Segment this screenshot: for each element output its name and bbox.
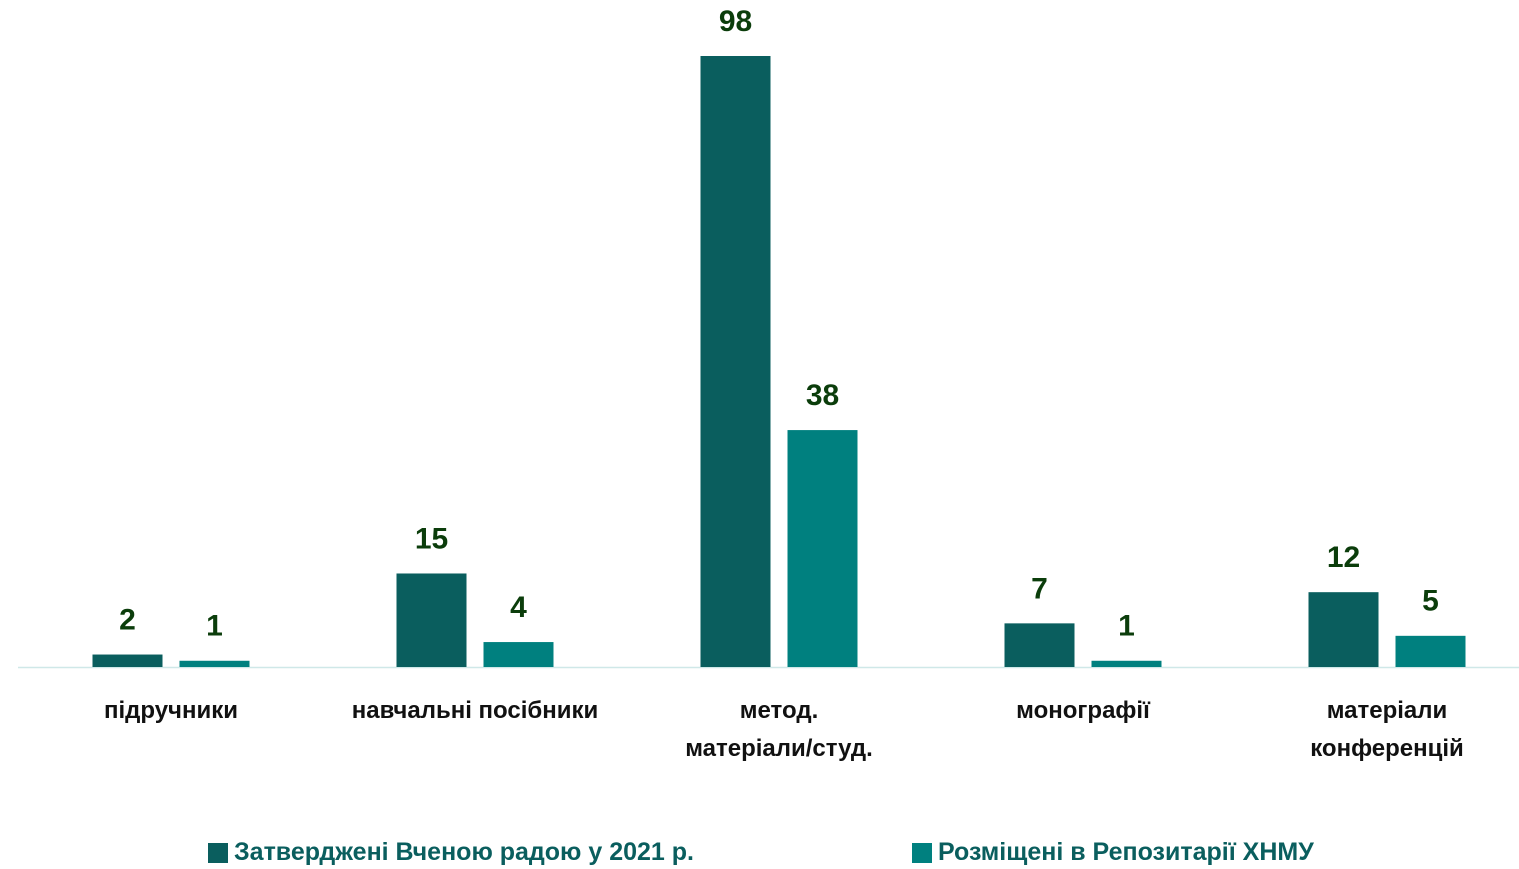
value-label: 7 [1031, 572, 1048, 605]
x-tick-label: матеріали конференцій [1310, 697, 1464, 762]
legend-item: Затверджені Вченою радою у 2021 р. [208, 838, 694, 867]
x-tick-label: метод. матеріали/студ. [685, 697, 873, 762]
bar [483, 642, 554, 667]
value-label: 98 [719, 5, 752, 38]
legend-swatch [912, 842, 932, 863]
bar [787, 430, 858, 667]
value-label: 4 [510, 591, 527, 624]
x-tick-label: монографії [1016, 697, 1150, 724]
legend-swatch [208, 842, 228, 863]
legend-label: Затверджені Вченою радою у 2021 р. [234, 838, 694, 866]
value-label: 12 [1327, 541, 1360, 574]
legend-label: Розміщені в Репозитарії ХНМУ [938, 838, 1314, 866]
x-tick-label: навчальні посібники [351, 697, 599, 724]
bar [396, 573, 467, 667]
bar [92, 654, 163, 667]
value-label: 5 [1422, 585, 1439, 618]
value-label: 1 [206, 610, 223, 643]
value-label: 2 [119, 603, 136, 636]
value-label: 38 [806, 379, 839, 412]
value-label: 15 [415, 522, 448, 555]
bar [1091, 660, 1162, 667]
value-label: 1 [1118, 610, 1135, 643]
bar [700, 56, 771, 667]
bar [1395, 635, 1466, 667]
legend-item: Розміщені в Репозитарії ХНМУ [912, 838, 1314, 867]
bar [1308, 592, 1379, 667]
x-tick-label: підручники [103, 697, 239, 724]
bar [1004, 623, 1075, 667]
bar [179, 660, 250, 667]
